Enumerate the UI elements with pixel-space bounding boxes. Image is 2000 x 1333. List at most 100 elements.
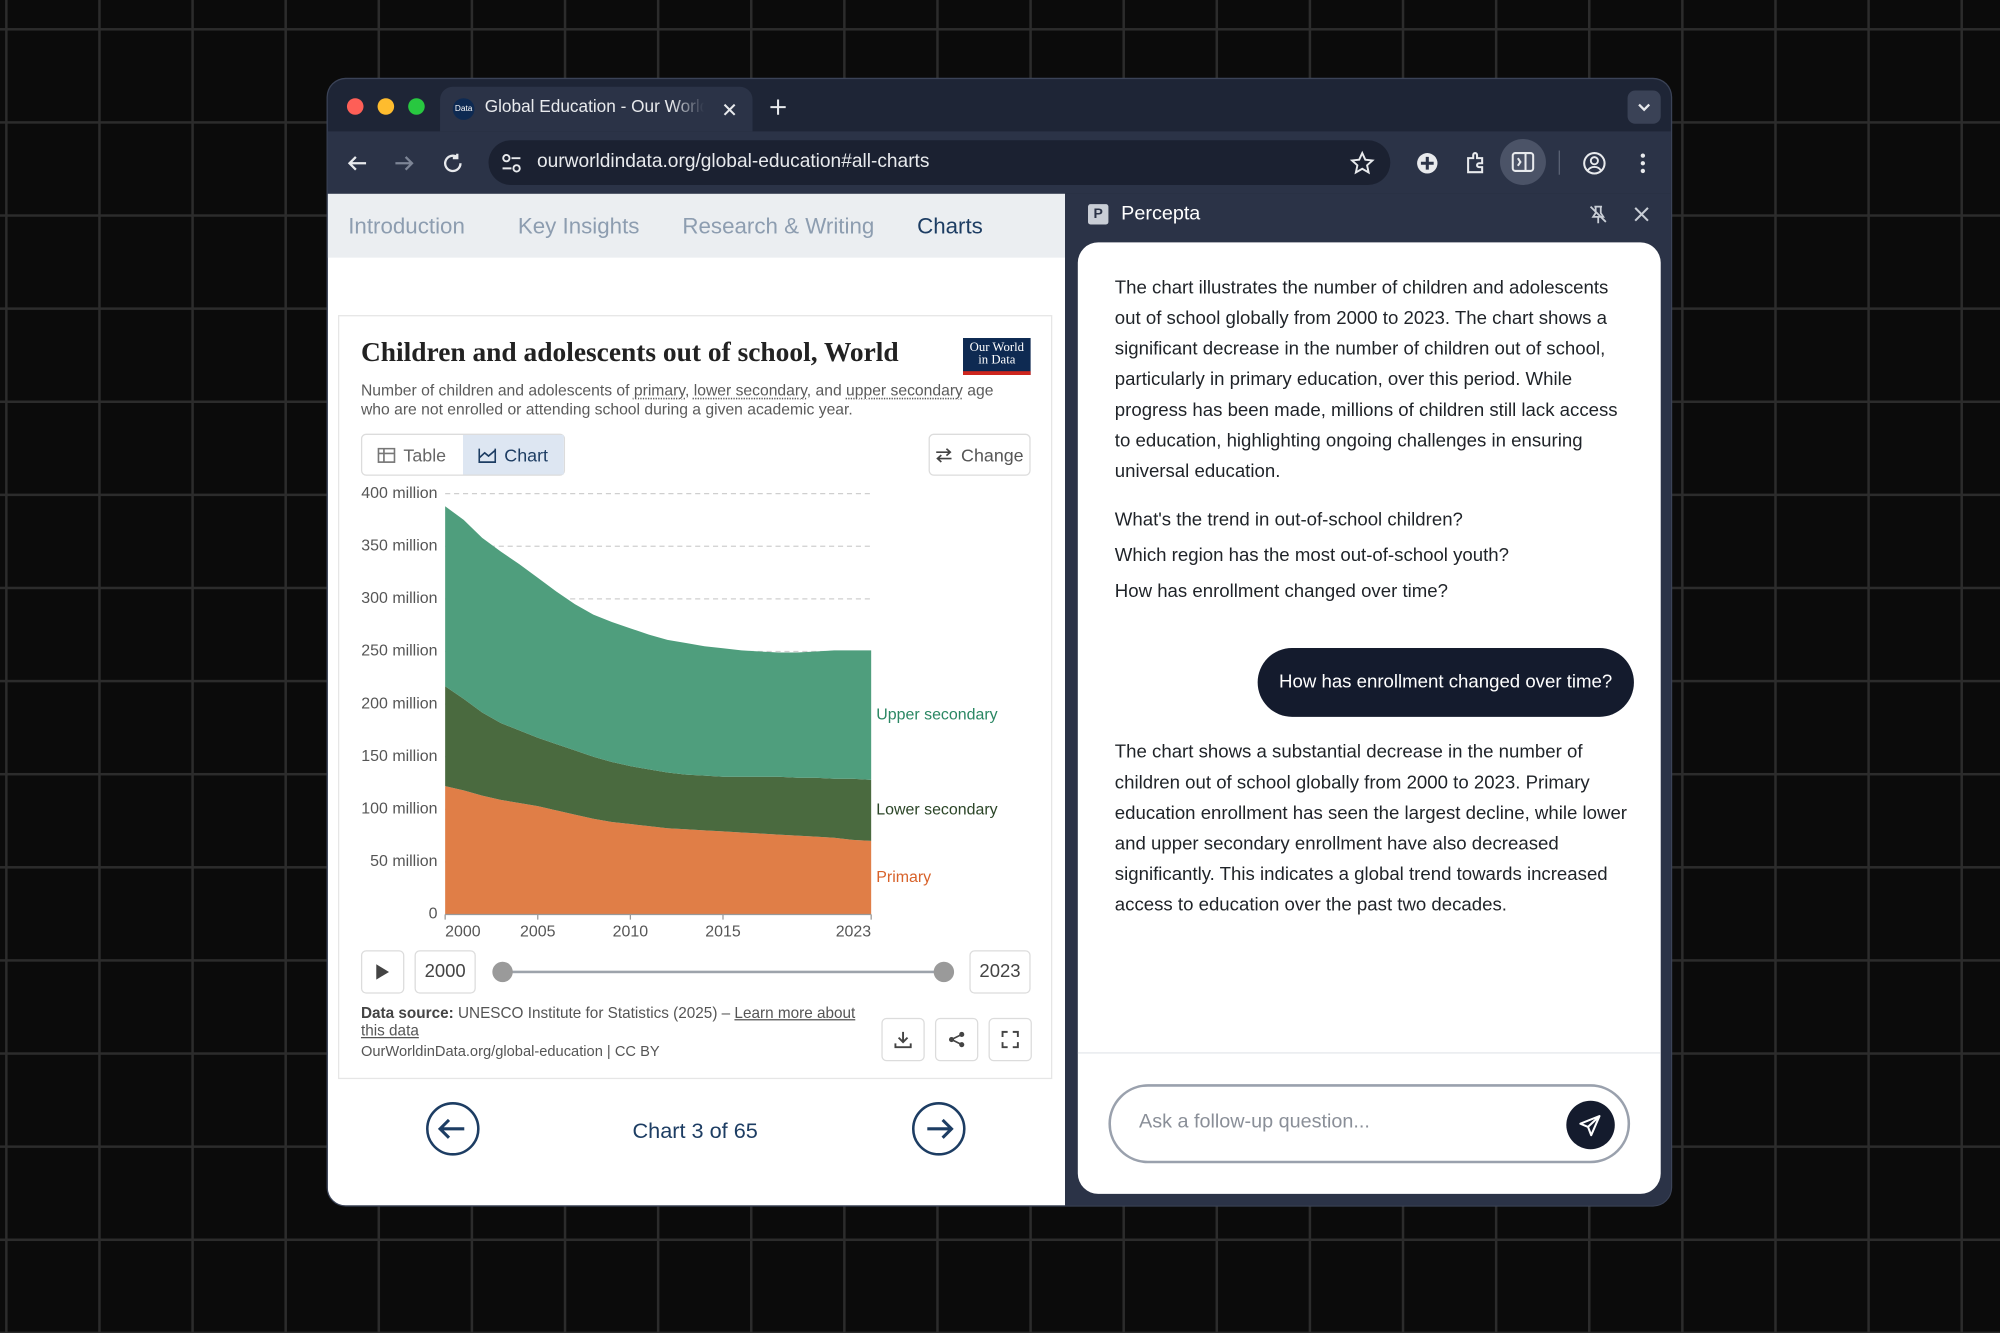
extension-icon[interactable] [1415, 151, 1441, 177]
panel-title: Percepta [1121, 202, 1201, 225]
close-panel[interactable] [1631, 204, 1651, 224]
timeline-end[interactable]: 2023 [969, 950, 1031, 994]
view-tab[interactable]: Table [362, 435, 461, 475]
address-bar[interactable]: ourworldindata.org/global-education#all-… [488, 140, 1391, 185]
section-nav: Introduction Key Insights Research & Wri… [327, 193, 1066, 258]
bookmark[interactable] [1349, 150, 1375, 177]
reload[interactable] [441, 152, 464, 175]
area [445, 686, 872, 841]
change-label: Change [961, 444, 1024, 465]
logo-line: Our World [969, 340, 1024, 355]
nav-tab[interactable]: Introduction [348, 213, 465, 239]
unpin[interactable] [1588, 204, 1608, 224]
swap-icon [936, 447, 953, 462]
fullscreen-button[interactable] [988, 1017, 1032, 1062]
y-tick-label: 0 [429, 906, 438, 923]
subtitle-text: age who are not enrolled or attending sc… [360, 381, 994, 419]
learn-more[interactable]: Learn more about this data [360, 1003, 856, 1040]
back[interactable] [346, 152, 369, 175]
suggestion[interactable]: What's the trend in out-of-school childr… [1114, 510, 1463, 531]
timeline-handle[interactable] [933, 961, 955, 983]
next-chart[interactable] [911, 1101, 967, 1157]
y-tick-label: 200 million [361, 695, 437, 712]
browser-tab[interactable]: Data Global Education - Our World [440, 86, 753, 132]
send-button[interactable] [1566, 1100, 1615, 1150]
table-icon [377, 447, 396, 463]
series-label: Lower secondary [876, 802, 997, 819]
minimize-dot[interactable] [377, 98, 395, 115]
input-placeholder: Ask a follow-up question... [1139, 1110, 1370, 1133]
chevron [1638, 103, 1651, 112]
chat: The chart illustrates the number of chil… [1077, 242, 1661, 1194]
pager-label: Chart 3 of 65 [632, 1118, 758, 1143]
view-label: Chart [504, 444, 548, 465]
profile[interactable] [1582, 151, 1608, 177]
chart-title: Children and adolescents out of school, … [360, 336, 899, 368]
timeline-handle[interactable] [492, 961, 513, 983]
side-panel-toggle[interactable] [1499, 139, 1546, 185]
zoom-dot[interactable] [408, 98, 425, 115]
subtitle-text: Number of children and adolescents of [360, 381, 634, 400]
view-label: Table [403, 444, 447, 465]
owid-logo[interactable]: Our World in Data [963, 338, 1031, 375]
suggestion[interactable]: Which region has the most out-of-school … [1114, 545, 1510, 567]
nav-tab[interactable]: Key Insights [517, 213, 640, 239]
source-note: Data source: UNESCO Institute for Statis… [361, 1004, 878, 1040]
new-tab[interactable] [768, 97, 788, 117]
tab-menu[interactable] [1627, 90, 1661, 124]
url: ourworldindata.org/global-education#all-… [536, 150, 930, 173]
x-tick-label: 2005 [520, 924, 556, 941]
side-panel-icon [1511, 152, 1535, 172]
area [445, 786, 872, 915]
view-tab[interactable]: Chart [463, 434, 564, 475]
subtitle-text: , [685, 381, 694, 400]
forward[interactable] [393, 152, 416, 175]
view-toggle: Table Chart [360, 433, 566, 476]
source-label: Data source: [360, 1003, 454, 1022]
play-button[interactable] [360, 950, 405, 994]
download-icon [894, 1031, 912, 1049]
series-label: Upper secondary [876, 706, 997, 723]
subtitle-term[interactable]: primary [633, 381, 686, 400]
y-tick-label: 350 million [361, 537, 437, 554]
tab-title: Global Education - Our World [484, 96, 705, 117]
chart-subtitle: Number of children and adolescents of pr… [361, 381, 1018, 419]
chart-card: Children and adolescents out of school, … [338, 315, 1053, 1080]
download-button[interactable] [881, 1017, 925, 1062]
credit: OurWorldinData.org/global-education | CC… [360, 1044, 660, 1060]
tab-close[interactable] [721, 101, 739, 119]
subtitle-term[interactable]: upper secondary [846, 381, 963, 400]
subtitle-text: , and [806, 381, 847, 400]
chat-input[interactable]: Ask a follow-up question... [1108, 1084, 1631, 1164]
x-tick-label: 2000 [445, 924, 481, 941]
x-tick-label: 2015 [705, 924, 741, 941]
share-button[interactable] [934, 1017, 979, 1062]
x-tick-label: 2010 [613, 924, 649, 941]
change-button[interactable]: Change [928, 433, 1031, 476]
close-dot[interactable] [346, 98, 364, 115]
y-tick-label: 300 million [361, 590, 437, 607]
y-tick-label: 50 million [370, 853, 437, 870]
subtitle-term[interactable]: lower secondary [693, 381, 807, 400]
series-label: Primary [876, 869, 931, 886]
suggestions: What's the trend in out-of-school childr… [1115, 503, 1632, 610]
site-info[interactable] [500, 152, 523, 175]
timeline-start[interactable]: 2000 [414, 950, 476, 994]
area [445, 506, 872, 780]
timeline-track [502, 970, 944, 974]
extensions[interactable] [1463, 151, 1489, 177]
browser-window: Data Global Education - Our World ourwor… [327, 79, 1671, 1206]
y-tick-label: 400 million [361, 485, 437, 502]
prev-chart[interactable] [425, 1101, 481, 1157]
nav-tab[interactable]: Charts [917, 213, 983, 239]
nav-tab[interactable]: Research & Writing [682, 213, 875, 239]
separator [1558, 150, 1560, 175]
divider [1077, 1052, 1661, 1054]
y-tick-label: 150 million [361, 748, 437, 765]
menu[interactable] [1630, 151, 1656, 177]
suggestion[interactable]: How has enrollment changed over time? [1114, 581, 1448, 603]
y-tick-label: 100 million [361, 801, 437, 818]
chart: 0 50 million 100 million 150 million 200 mil… [361, 485, 997, 941]
user-message: How has enrollment changed over time? [1257, 647, 1634, 717]
